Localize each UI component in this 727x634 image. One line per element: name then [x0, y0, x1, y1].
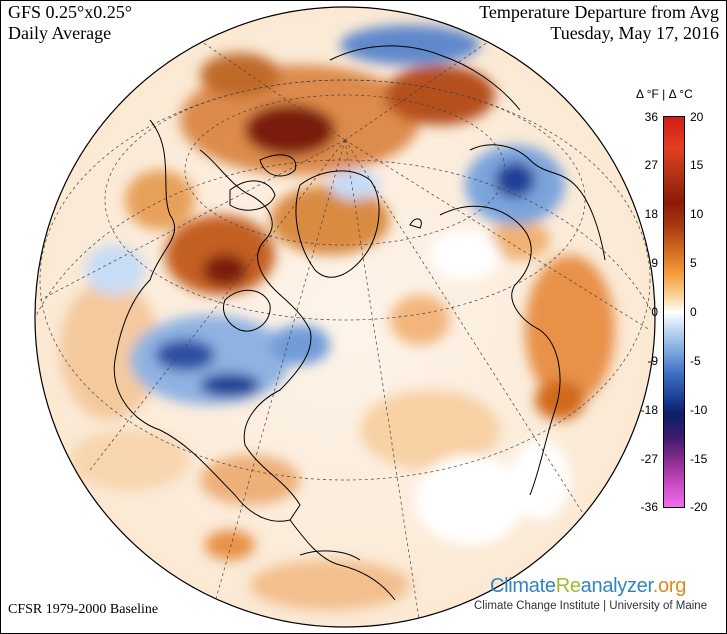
coastlines: [113, 45, 606, 601]
colorbar-tick-f: -9: [647, 354, 658, 368]
colorbar-tick-f: 36: [644, 110, 658, 124]
logo-part: .org: [652, 575, 687, 597]
climate-reanalyzer-logo[interactable]: ClimateReanalyzer.org: [490, 575, 686, 598]
colorbar-tick-f: 9: [651, 256, 658, 270]
institute-label: Climate Change Institute | University of…: [474, 600, 708, 612]
colorbar-tick-f: 0: [651, 305, 658, 319]
colorbar-tick-f: -18: [640, 403, 658, 417]
colorbar-tick-c: -15: [690, 452, 708, 466]
period-label: Daily Average: [8, 23, 112, 43]
colorbar-tick-f: 18: [644, 207, 658, 221]
logo-part: Climate: [490, 575, 556, 597]
colorbar-tick-c: -5: [690, 354, 701, 368]
colorbar-tick-f: -27: [640, 452, 658, 466]
colorbar: [663, 116, 685, 508]
colorbar-tick-c: 5: [690, 256, 697, 270]
colorbar-tick-f: -36: [640, 500, 658, 514]
colorbar-tick-c: -10: [690, 403, 708, 417]
colorbar-tick-f: 27: [644, 158, 658, 172]
map-date: Tuesday, May 17, 2016: [550, 23, 719, 43]
anomaly-field: [35, 7, 655, 627]
logo-part: analyzer: [580, 575, 653, 597]
logo-part: Re: [555, 575, 581, 597]
baseline-label: CFSR 1979-2000 Baseline: [8, 602, 159, 617]
colorbar-tick-c: 15: [690, 158, 704, 172]
map-title: Temperature Departure from Avg: [479, 2, 719, 22]
colorbar-tick-c: 0: [690, 305, 697, 319]
model-label: GFS 0.25°x0.25°: [8, 2, 132, 22]
colorbar-tick-c: 20: [690, 110, 704, 124]
graticule: [35, 19, 655, 627]
colorbar-tick-c: 10: [690, 207, 704, 221]
colorbar-title: Δ °F | Δ °C: [636, 87, 693, 101]
colorbar-tick-c: -20: [690, 500, 708, 514]
